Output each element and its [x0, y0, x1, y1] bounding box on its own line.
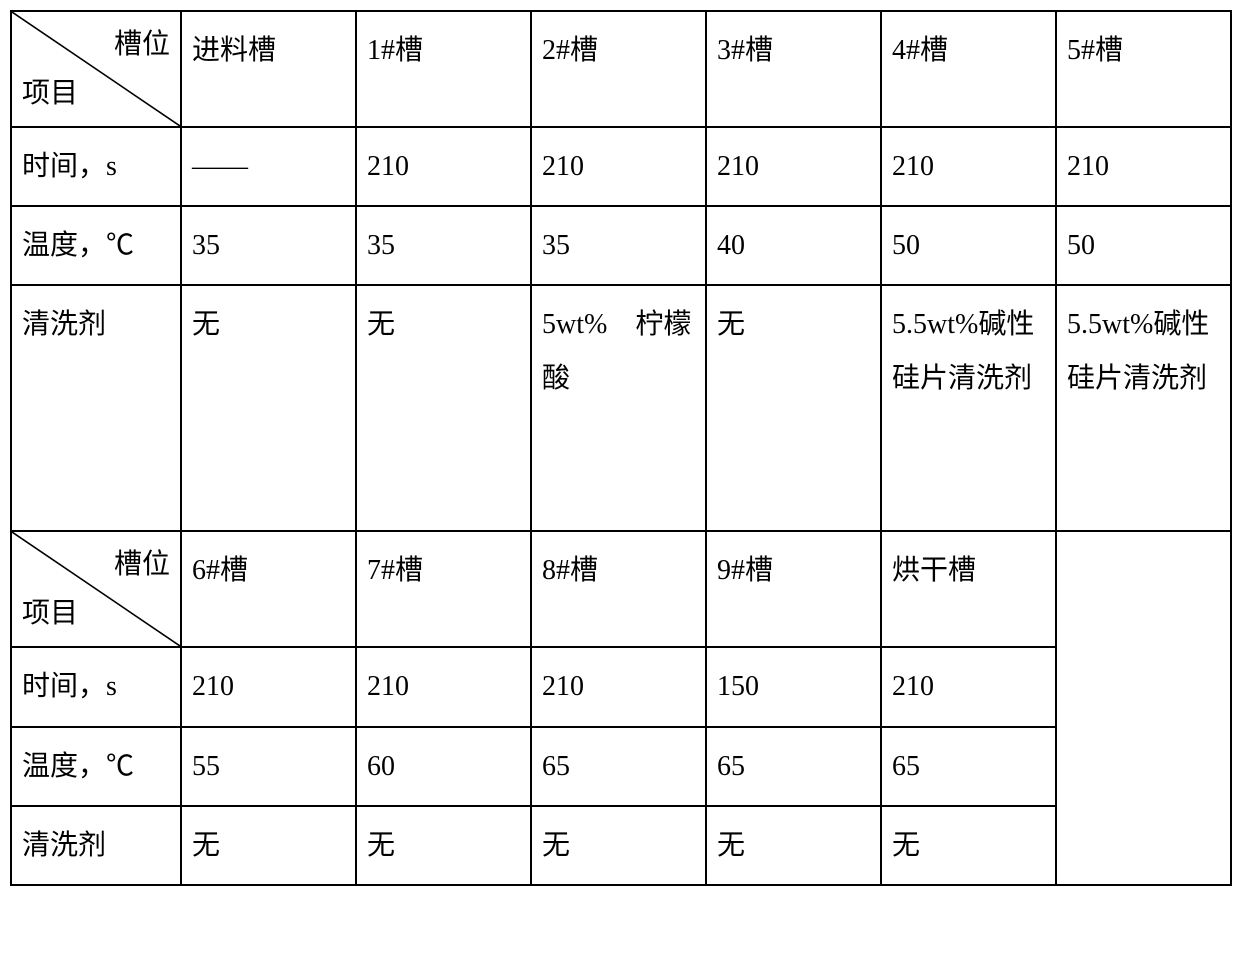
cell: 210 [881, 647, 1056, 726]
agent-row-top: 清洗剂 无 无 5wt% 柠檬酸 无 5.5wt%碱性硅片清洗剂 5.5wt%碱… [11, 285, 1231, 531]
row-label-time: 时间，s [11, 127, 181, 206]
row-label-temp: 温度，℃ [11, 727, 181, 806]
col-header: 9#槽 [706, 531, 881, 647]
cell: 35 [531, 206, 706, 285]
row-label-time: 时间，s [11, 647, 181, 726]
cell: 无 [531, 806, 706, 885]
diag-top-label: 槽位 [114, 538, 170, 591]
cell: 5wt% 柠檬酸 [531, 285, 706, 531]
col-header: 1#槽 [356, 11, 531, 127]
diag-bottom-label: 项目 [22, 67, 78, 120]
cell: 无 [706, 285, 881, 531]
header-row-bottom: 槽位 项目 6#槽 7#槽 8#槽 9#槽 烘干槽 [11, 531, 1231, 647]
cell: 210 [181, 647, 356, 726]
process-table: 槽位 项目 进料槽 1#槽 2#槽 3#槽 4#槽 5#槽 时间，s —— 21… [10, 10, 1232, 886]
cell: 210 [881, 127, 1056, 206]
cell: 35 [181, 206, 356, 285]
col-header: 7#槽 [356, 531, 531, 647]
col-header: 4#槽 [881, 11, 1056, 127]
header-row-top: 槽位 项目 进料槽 1#槽 2#槽 3#槽 4#槽 5#槽 [11, 11, 1231, 127]
diag-bottom-label: 项目 [22, 587, 78, 640]
cell: 50 [1056, 206, 1231, 285]
cell: 210 [356, 127, 531, 206]
col-header: 5#槽 [1056, 11, 1231, 127]
cell: 150 [706, 647, 881, 726]
diag-header-bottom: 槽位 项目 [11, 531, 181, 647]
cell: 55 [181, 727, 356, 806]
cell: —— [181, 127, 356, 206]
cell: 无 [706, 806, 881, 885]
cell: 210 [706, 127, 881, 206]
agent-row-bottom: 清洗剂 无 无 无 无 无 [11, 806, 1231, 885]
cell: 40 [706, 206, 881, 285]
col-header: 烘干槽 [881, 531, 1056, 647]
cell: 无 [881, 806, 1056, 885]
time-row-bottom: 时间，s 210 210 210 150 210 [11, 647, 1231, 726]
cell: 无 [181, 806, 356, 885]
cell: 无 [356, 285, 531, 531]
col-header: 进料槽 [181, 11, 356, 127]
temp-row-bottom: 温度，℃ 55 60 65 65 65 [11, 727, 1231, 806]
cell: 60 [356, 727, 531, 806]
cell: 65 [881, 727, 1056, 806]
cell: 5.5wt%碱性硅片清洗剂 [881, 285, 1056, 531]
cell: 210 [356, 647, 531, 726]
empty-merged-cell [1056, 531, 1231, 885]
cell: 无 [356, 806, 531, 885]
cell: 无 [181, 285, 356, 531]
row-label-agent: 清洗剂 [11, 806, 181, 885]
col-header: 3#槽 [706, 11, 881, 127]
cell: 65 [706, 727, 881, 806]
col-header: 6#槽 [181, 531, 356, 647]
temp-row-top: 温度，℃ 35 35 35 40 50 50 [11, 206, 1231, 285]
diag-top-label: 槽位 [114, 18, 170, 71]
cell: 210 [531, 127, 706, 206]
cell: 5.5wt%碱性硅片清洗剂 [1056, 285, 1231, 531]
cell: 50 [881, 206, 1056, 285]
cell: 210 [1056, 127, 1231, 206]
diag-header-top: 槽位 项目 [11, 11, 181, 127]
col-header: 8#槽 [531, 531, 706, 647]
cell: 210 [531, 647, 706, 726]
cell: 35 [356, 206, 531, 285]
row-label-agent: 清洗剂 [11, 285, 181, 531]
col-header: 2#槽 [531, 11, 706, 127]
cell: 65 [531, 727, 706, 806]
time-row-top: 时间，s —— 210 210 210 210 210 [11, 127, 1231, 206]
row-label-temp: 温度，℃ [11, 206, 181, 285]
